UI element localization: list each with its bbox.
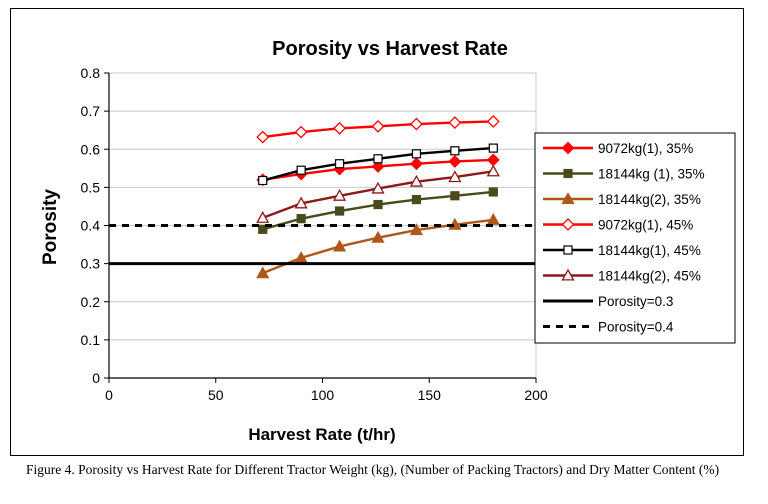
y-tick-label: 0.2 xyxy=(81,294,101,310)
chart-title: Porosity vs Harvest Rate xyxy=(272,38,508,60)
data-point-series-3 xyxy=(371,119,385,133)
data-point-series-0 xyxy=(448,155,462,168)
y-tick-label: 0 xyxy=(92,370,100,386)
data-point-series-4 xyxy=(411,149,422,159)
data-point-series-4 xyxy=(296,165,306,175)
legend-marker-1 xyxy=(563,168,573,179)
data-point-series-5 xyxy=(371,181,385,194)
data-point-series-5 xyxy=(256,211,270,223)
legend-marker-2 xyxy=(561,192,575,205)
data-point-series-2 xyxy=(256,266,270,279)
legend-label-4: 18144kg(1), 45% xyxy=(598,243,701,258)
data-point-series-0 xyxy=(486,153,500,167)
data-point-series-1 xyxy=(411,194,422,205)
legend-label-7: Porosity=0.4 xyxy=(598,320,674,335)
data-point-series-2 xyxy=(332,239,347,252)
y-tick-label: 0.8 xyxy=(81,65,101,81)
data-point-series-5 xyxy=(448,170,462,183)
data-point-series-1 xyxy=(334,206,345,216)
data-point-series-1 xyxy=(450,191,460,201)
data-point-series-0 xyxy=(410,157,423,171)
data-point-series-4 xyxy=(258,175,268,186)
data-point-series-4 xyxy=(334,159,345,169)
legend-label-1: 18144kg (1), 35% xyxy=(598,167,705,182)
data-point-series-1 xyxy=(373,199,383,210)
x-tick-label: 0 xyxy=(105,387,113,403)
data-point-series-1 xyxy=(296,214,306,224)
data-point-series-3 xyxy=(333,121,346,135)
legend-label-0: 9072kg(1), 35% xyxy=(598,141,693,156)
data-point-series-0 xyxy=(371,159,385,173)
data-point-series-2 xyxy=(371,230,385,243)
data-point-series-5 xyxy=(332,188,347,201)
legend-marker-0 xyxy=(561,141,575,155)
y-tick-label: 0.1 xyxy=(81,332,101,348)
figure-frame: Porosity vs Harvest Rate Porosity Harves… xyxy=(10,8,744,456)
data-point-series-3 xyxy=(486,114,500,128)
data-point-series-5 xyxy=(486,164,500,177)
legend-label-5: 18144kg(2), 45% xyxy=(598,269,701,284)
y-tick-label: 0.4 xyxy=(81,218,101,234)
x-tick-label: 50 xyxy=(208,387,224,403)
data-point-series-1 xyxy=(488,187,498,197)
legend-label-3: 9072kg(1), 45% xyxy=(598,218,693,233)
y-tick-label: 0.3 xyxy=(81,256,101,272)
data-point-series-2 xyxy=(409,223,424,236)
x-axis-label: Harvest Rate (t/hr) xyxy=(248,425,395,444)
x-tick-label: 200 xyxy=(524,387,548,403)
legend-marker-3 xyxy=(561,218,575,231)
data-point-series-4 xyxy=(488,143,498,153)
y-tick-label: 0.7 xyxy=(81,103,101,119)
data-point-series-1 xyxy=(258,224,268,234)
y-axis-label: Porosity xyxy=(40,189,61,265)
data-point-series-3 xyxy=(256,130,270,144)
data-point-series-5 xyxy=(409,174,424,187)
data-point-series-4 xyxy=(450,146,460,156)
data-point-series-5 xyxy=(294,196,308,209)
chart: Porosity vs Harvest Rate Porosity Harves… xyxy=(40,38,736,444)
data-point-series-3 xyxy=(448,116,462,129)
data-point-series-2 xyxy=(486,212,500,225)
y-tick-label: 0.6 xyxy=(81,141,101,157)
legend-marker-4 xyxy=(563,245,573,255)
legend-label-2: 18144kg(2), 35% xyxy=(598,192,701,207)
x-tick-label: 150 xyxy=(418,387,442,403)
figure-caption: Figure 4. Porosity vs Harvest Rate for D… xyxy=(26,462,720,477)
data-point-series-3 xyxy=(294,125,308,139)
x-tick-label: 100 xyxy=(311,387,335,403)
data-point-series-4 xyxy=(373,154,383,164)
data-point-series-3 xyxy=(410,117,423,131)
legend-label-6: Porosity=0.3 xyxy=(598,294,673,309)
y-tick-label: 0.5 xyxy=(81,179,101,195)
legend-marker-5 xyxy=(561,268,575,281)
legend-box xyxy=(534,132,736,344)
